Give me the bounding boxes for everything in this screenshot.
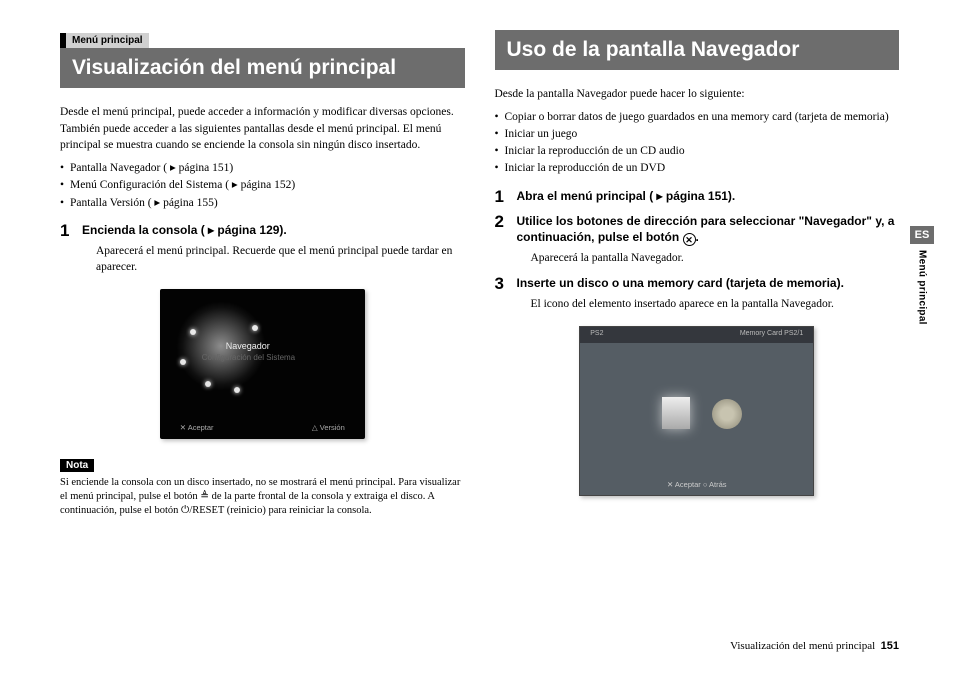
step-number: 1: [495, 188, 509, 205]
left-step-1: 1 Encienda la consola ( ▸ página 129).: [60, 222, 465, 239]
right-step-1: 1 Abra el menú principal ( ▸ página 151)…: [495, 188, 900, 205]
right-column: Uso de la pantalla Navegador Desde la pa…: [495, 30, 900, 518]
right-step-2: 2 Utilice los botones de dirección para …: [495, 213, 900, 247]
left-intro: Desde el menú principal, puede acceder a…: [60, 104, 465, 154]
left-bullets: Pantalla Navegador ( ▸ página 151) Menú …: [60, 160, 465, 212]
page-columns: Menú principal Visualización del menú pr…: [55, 30, 899, 518]
step-number: 2: [495, 213, 509, 230]
bullet-item: Pantalla Navegador ( ▸ página 151): [60, 160, 465, 177]
bullet-item: Iniciar la reproducción de un DVD: [495, 160, 900, 177]
navigator-screenshot: PS2 Memory Card PS2/1 ✕ Aceptar ○ Atrás: [579, 326, 814, 496]
page-footer: Visualización del menú principal 151: [730, 640, 899, 652]
x-button-icon: ✕: [683, 233, 696, 246]
bullet-item: Menú Configuración del Sistema ( ▸ págin…: [60, 177, 465, 194]
memory-card-icon: [662, 397, 690, 429]
step-body: Aparecerá la pantalla Navegador.: [531, 250, 900, 266]
star-dot: [205, 381, 211, 387]
step-title: Encienda la consola ( ▸ página 129).: [82, 222, 287, 238]
note-label: Nota: [60, 459, 94, 472]
left-title: Visualización del menú principal: [60, 48, 465, 88]
step-body: Aparecerá el menú principal. Recuerde qu…: [96, 243, 465, 275]
right-title: Uso de la pantalla Navegador: [495, 30, 900, 70]
right-intro: Desde la pantalla Navegador puede hacer …: [495, 86, 900, 103]
screenshot2-wrap: PS2 Memory Card PS2/1 ✕ Aceptar ○ Atrás: [495, 326, 900, 496]
section-label: Menú principal: [60, 33, 149, 48]
bullet-item: Copiar o borrar datos de juego guardados…: [495, 109, 900, 126]
side-tab: ES Menú principal: [910, 226, 934, 325]
bullet-item: Pantalla Versión ( ▸ página 155): [60, 195, 465, 212]
ss1-version-label: △ Versión: [312, 423, 345, 432]
screenshot1-wrap: Navegador Configuración del Sistema ✕ Ac…: [60, 289, 465, 439]
footer-text: Visualización del menú principal: [730, 640, 875, 652]
page-number: 151: [881, 640, 899, 652]
ss1-config-label: Configuración del Sistema: [202, 353, 295, 362]
step-number: 1: [60, 222, 74, 239]
star-dot: [234, 387, 240, 393]
disc-icon: [712, 399, 742, 429]
side-section-label: Menú principal: [917, 250, 928, 325]
lang-badge: ES: [910, 226, 934, 244]
star-dot: [252, 325, 258, 331]
step2-text-b: .: [696, 230, 699, 244]
left-column: Menú principal Visualización del menú pr…: [55, 30, 465, 518]
step2-text-a: Utilice los botones de dirección para se…: [517, 214, 895, 244]
right-step-3: 3 Inserte un disco o una memory card (ta…: [495, 275, 900, 292]
star-dot: [190, 329, 196, 335]
ss2-top-right-label: Memory Card PS2/1: [740, 330, 803, 337]
ss2-footer-label: ✕ Aceptar ○ Atrás: [580, 480, 813, 489]
step-number: 3: [495, 275, 509, 292]
right-bullets: Copiar o borrar datos de juego guardados…: [495, 109, 900, 178]
step-body: El icono del elemento insertado aparece …: [531, 296, 900, 312]
ss1-navegador-label: Navegador: [226, 341, 270, 351]
star-dot: [180, 359, 186, 365]
bullet-item: Iniciar la reproducción de un CD audio: [495, 143, 900, 160]
ss2-top-left-label: PS2: [590, 330, 603, 337]
main-menu-screenshot: Navegador Configuración del Sistema ✕ Ac…: [160, 289, 365, 439]
note-text: Si enciende la consola con un disco inse…: [60, 476, 465, 519]
step-title: Utilice los botones de dirección para se…: [517, 213, 900, 247]
bullet-item: Iniciar un juego: [495, 126, 900, 143]
ss1-accept-label: ✕ Aceptar: [180, 423, 214, 432]
step-title: Abra el menú principal ( ▸ página 151).: [517, 188, 736, 204]
step-title: Inserte un disco o una memory card (tarj…: [517, 275, 844, 291]
